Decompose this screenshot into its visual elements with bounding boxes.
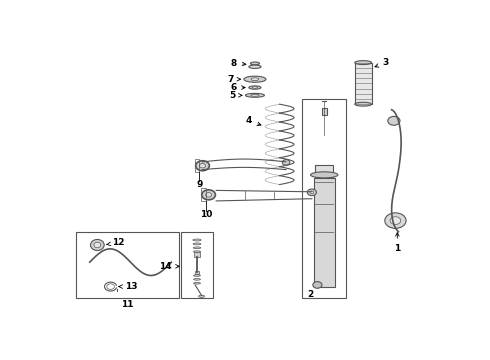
Circle shape: [196, 161, 209, 171]
Ellipse shape: [311, 172, 338, 178]
Ellipse shape: [251, 78, 259, 81]
Ellipse shape: [355, 61, 371, 64]
Circle shape: [206, 193, 212, 197]
Ellipse shape: [198, 295, 205, 297]
Text: 9: 9: [196, 180, 203, 189]
Text: 12: 12: [106, 238, 124, 247]
Text: 11: 11: [122, 300, 134, 309]
Ellipse shape: [193, 243, 201, 245]
Ellipse shape: [249, 65, 261, 68]
Text: 4: 4: [246, 116, 261, 126]
Circle shape: [310, 191, 314, 194]
Circle shape: [199, 163, 206, 168]
Ellipse shape: [194, 279, 200, 280]
Bar: [195, 159, 199, 172]
Bar: [195, 271, 199, 274]
Text: 14: 14: [159, 262, 179, 271]
Circle shape: [202, 190, 216, 200]
Bar: [195, 252, 199, 257]
Text: 5: 5: [229, 91, 242, 100]
Circle shape: [307, 189, 317, 196]
Bar: [314, 177, 335, 287]
Ellipse shape: [194, 283, 200, 284]
Ellipse shape: [193, 239, 201, 241]
Text: 3: 3: [375, 58, 389, 67]
Ellipse shape: [245, 93, 265, 97]
Ellipse shape: [94, 242, 101, 248]
Bar: [315, 165, 333, 248]
Bar: [76, 232, 179, 298]
Bar: [355, 63, 371, 104]
Ellipse shape: [193, 247, 201, 249]
Text: 1: 1: [394, 233, 400, 253]
Text: 2: 2: [307, 291, 313, 300]
Circle shape: [390, 217, 401, 225]
Ellipse shape: [250, 62, 260, 65]
Ellipse shape: [91, 239, 104, 251]
Circle shape: [282, 159, 290, 165]
Ellipse shape: [252, 87, 258, 89]
Bar: [201, 188, 206, 202]
Text: 6: 6: [231, 83, 245, 92]
Circle shape: [313, 282, 322, 288]
Ellipse shape: [194, 251, 200, 252]
Bar: [181, 232, 213, 298]
Ellipse shape: [251, 94, 259, 96]
Text: 7: 7: [227, 75, 241, 84]
Ellipse shape: [194, 275, 200, 276]
Ellipse shape: [244, 76, 266, 82]
Text: 13: 13: [119, 282, 138, 291]
Circle shape: [388, 116, 400, 125]
Circle shape: [385, 213, 406, 228]
Ellipse shape: [355, 102, 371, 106]
Bar: [302, 99, 346, 298]
Text: 10: 10: [200, 210, 213, 219]
Text: 8: 8: [231, 59, 246, 68]
Bar: [322, 108, 326, 115]
Ellipse shape: [249, 86, 261, 89]
